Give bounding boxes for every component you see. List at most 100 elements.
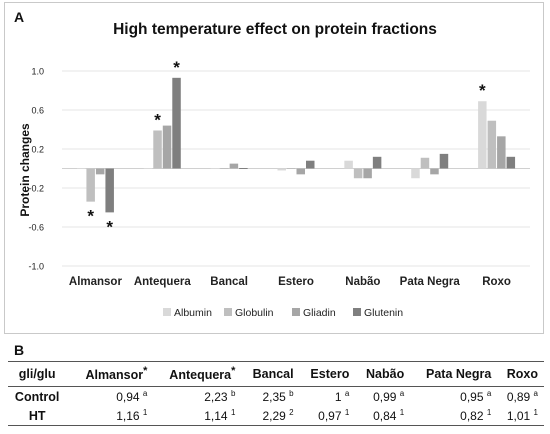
significance-mark: * — [106, 217, 113, 236]
y-tick-label: 0.6 — [31, 106, 44, 116]
table-cell: 1,01 1 — [497, 406, 544, 427]
chart-title: High temperature effect on protein fract… — [113, 21, 437, 38]
cell-group-letter: 1 — [344, 408, 350, 418]
bar-glutenin — [306, 160, 315, 169]
cell-group-letter: 1 — [230, 408, 236, 418]
x-tick-label: Almansor — [69, 276, 123, 288]
cell-value: 1,16 — [116, 409, 140, 424]
gli-glu-table: gli/glu Almansor* Antequera* Bancal Estero N… — [8, 360, 544, 427]
column-name: Pata Negra — [426, 366, 492, 381]
table-column-header: Bancal — [241, 360, 300, 388]
bar-gliadin — [162, 125, 172, 169]
y-tick-label: 1.0 — [31, 67, 44, 77]
table-header-row: gli/glu Almansor* Antequera* Bancal Estero N… — [8, 360, 544, 388]
significance-mark: * — [479, 81, 486, 100]
legend-label: Glutenin — [364, 307, 403, 319]
legend-swatch-albumin — [163, 308, 171, 316]
cell-value: 0,89 — [506, 390, 531, 405]
bar-gliadin — [296, 168, 305, 175]
cell-group-letter: a — [486, 389, 492, 399]
table-row: HT 1,16 1 1,14 1 2,29 2 0,97 1 0,84 1 0,82 1 1,… — [8, 406, 544, 427]
significance-mark: * — [231, 365, 236, 377]
cell-value: 1,14 — [204, 409, 228, 424]
cell-group-letter: a — [399, 389, 405, 399]
table-cell: 0,95 a — [410, 387, 497, 407]
cell-value: 0,84 — [373, 409, 397, 424]
bar-glutenin — [172, 77, 181, 169]
cell-group-letter: 1 — [486, 408, 492, 418]
table-column-header: Nabão — [355, 360, 411, 388]
bar-albumin — [210, 168, 220, 169]
column-name: Bancal — [252, 366, 294, 381]
panel-a-label: A — [14, 9, 24, 25]
x-tick-label: Estero — [278, 276, 314, 288]
legend-swatch-globulin — [224, 308, 232, 316]
annotation-layer: * * * * * — [87, 58, 486, 237]
table-corner: gli/glu — [8, 360, 71, 388]
table-column-header: Almansor* — [70, 360, 154, 388]
bar-globulin — [353, 168, 363, 179]
cell-group-letter: 1 — [399, 408, 405, 418]
column-name: Estero — [310, 366, 350, 381]
table-cell: 0,89 a — [497, 387, 544, 407]
bar-albumin — [143, 168, 153, 169]
significance-mark: * — [173, 58, 180, 77]
bar-glutenin — [506, 156, 516, 169]
bar-albumin — [411, 168, 420, 179]
bar-globulin — [287, 168, 296, 169]
bar-albumin — [277, 168, 286, 171]
cell-value: 0,95 — [460, 390, 484, 405]
cell-value: 1,01 — [506, 409, 531, 424]
table-cell: 0,84 1 — [355, 406, 411, 427]
bar-globulin — [220, 168, 229, 169]
bar-globulin — [420, 157, 430, 169]
x-tick-layer: Almansor Antequera Bancal Estero Nabão Pata N… — [69, 276, 511, 288]
cell-value: 2,29 — [262, 409, 286, 424]
cell-value: 2,23 — [204, 390, 228, 405]
legend-label: Globulin — [235, 307, 274, 319]
x-tick-label: Roxo — [482, 276, 511, 288]
chart-frame — [4, 2, 544, 334]
table-cell: 2,35 b — [241, 387, 299, 407]
cell-group-letter: 2 — [289, 408, 294, 418]
table-cell: 0,94 a — [70, 387, 153, 407]
significance-mark: * — [87, 207, 94, 226]
table-cell: 1,16 1 — [70, 406, 154, 427]
column-name: Almansor — [85, 368, 144, 383]
bar-glutenin — [239, 168, 248, 169]
cell-group-letter: 1 — [533, 408, 538, 418]
significance-mark: * — [143, 365, 148, 377]
cell-value: 0,82 — [460, 409, 484, 424]
bar-gliadin — [430, 168, 439, 175]
table-cell: 0,82 1 — [410, 406, 498, 427]
y-tick-label: 0.2 — [31, 145, 44, 155]
table-cell: 0,97 1 — [299, 406, 356, 427]
bar-gliadin — [497, 136, 506, 169]
x-tick-label: Antequera — [134, 276, 191, 288]
cell-group-letter: b — [289, 389, 294, 399]
bar-albumin — [76, 168, 86, 169]
cell-group-letter: a — [142, 389, 148, 399]
table-cell: 2,29 2 — [241, 406, 300, 427]
legend: Albumin Globulin Gliadin Glutenin — [163, 307, 403, 319]
y-tick-layer: 1.0 0.6 0.2 -0.2 -0.6 -1.0 — [28, 67, 44, 272]
cell-value: 0,97 — [318, 409, 342, 424]
bar-glutenin — [105, 168, 114, 213]
bars-layer — [76, 77, 516, 213]
bar-globulin — [86, 168, 95, 202]
legend-label: Albumin — [174, 307, 212, 319]
y-tick-label: -1.0 — [28, 262, 44, 272]
y-tick-label: -0.2 — [28, 184, 44, 194]
bar-globulin — [487, 120, 497, 169]
table-cell: 2,23 b — [153, 387, 241, 407]
x-tick-label: Pata Negra — [400, 276, 461, 288]
grid-layer — [62, 70, 530, 267]
bar-glutenin — [372, 156, 382, 169]
table-cell: 1,14 1 — [153, 406, 242, 427]
significance-mark: * — [154, 110, 161, 129]
column-name: Antequera — [169, 368, 232, 383]
table-column-header: Antequera* — [153, 360, 242, 388]
bar-glutenin — [439, 153, 449, 169]
